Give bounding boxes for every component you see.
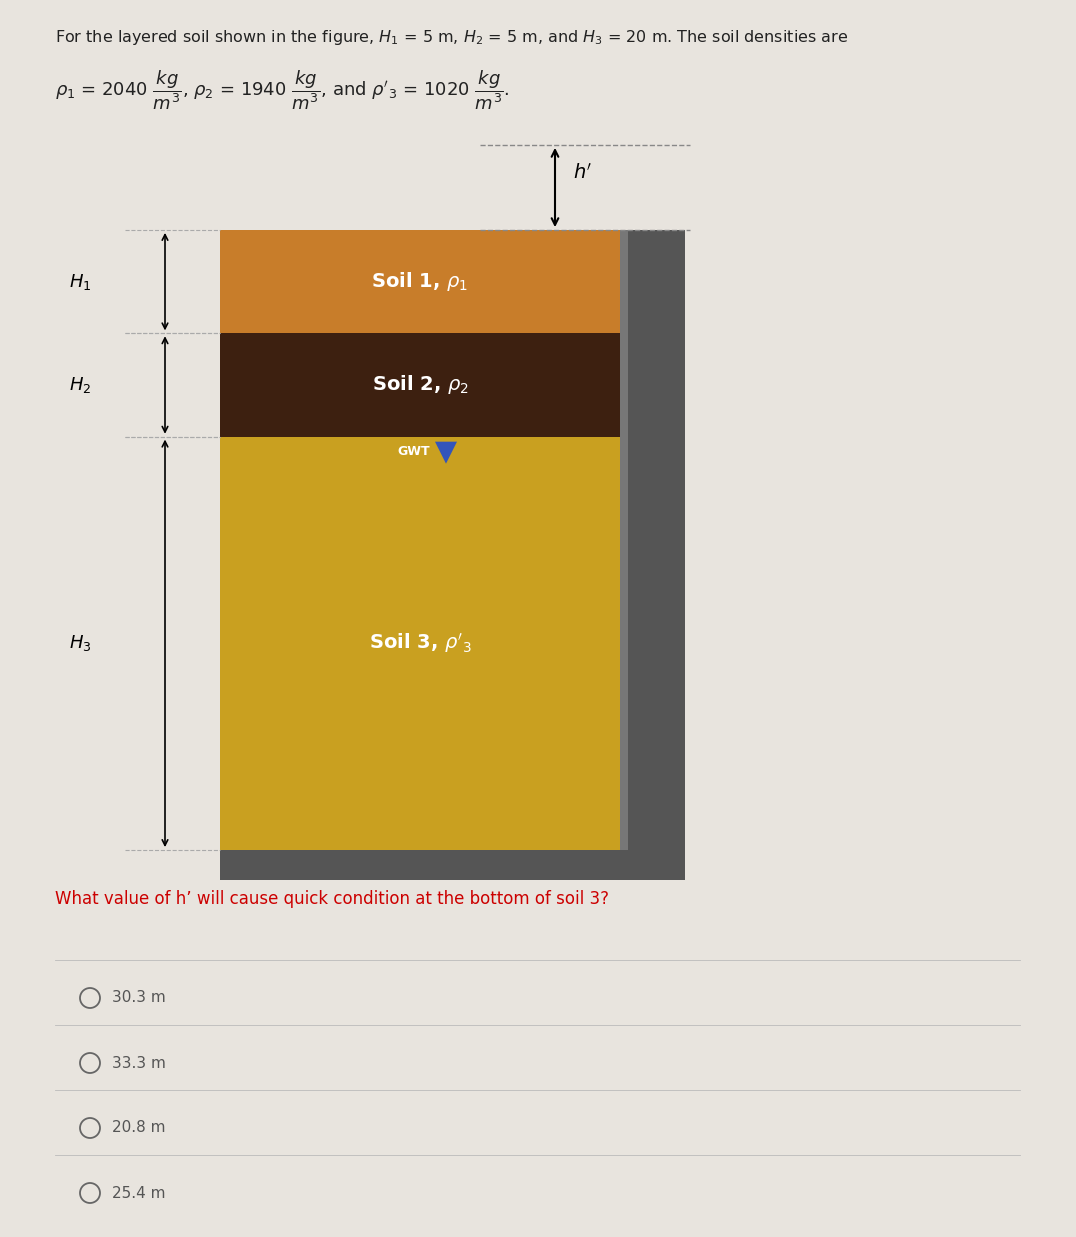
Text: 20.8 m: 20.8 m bbox=[112, 1121, 166, 1136]
Text: Soil 1, $\rho_1$: Soil 1, $\rho_1$ bbox=[371, 270, 468, 293]
Bar bbox=[220, 850, 685, 880]
Text: 30.3 m: 30.3 m bbox=[112, 991, 166, 1006]
Text: $H_2$: $H_2$ bbox=[69, 375, 91, 395]
Text: $H_1$: $H_1$ bbox=[69, 272, 91, 292]
Text: For the layered soil shown in the figure, $H_1$ = 5 m, $H_2$ = 5 m, and $H_3$ = : For the layered soil shown in the figure… bbox=[55, 28, 848, 47]
Text: $h'$: $h'$ bbox=[574, 162, 593, 183]
Text: $H_3$: $H_3$ bbox=[69, 633, 91, 653]
Text: GWT: GWT bbox=[397, 444, 430, 458]
Polygon shape bbox=[435, 442, 457, 464]
Bar bbox=[220, 437, 620, 850]
Text: Soil 2, $\rho_2$: Soil 2, $\rho_2$ bbox=[371, 374, 468, 397]
Text: 33.3 m: 33.3 m bbox=[112, 1055, 166, 1070]
Text: 25.4 m: 25.4 m bbox=[112, 1185, 166, 1200]
Bar bbox=[220, 333, 620, 437]
Text: $\rho_1$ = 2040 $\dfrac{kg}{m^3}$, $\rho_2$ = 1940 $\dfrac{kg}{m^3}$, and $\rho': $\rho_1$ = 2040 $\dfrac{kg}{m^3}$, $\rho… bbox=[55, 68, 510, 111]
Bar bbox=[620, 230, 628, 850]
Text: What value of h’ will cause quick condition at the bottom of soil 3?: What value of h’ will cause quick condit… bbox=[55, 889, 609, 908]
Bar bbox=[220, 230, 620, 333]
Text: Soil 3, $\rho'_3$: Soil 3, $\rho'_3$ bbox=[369, 631, 471, 656]
Bar bbox=[620, 230, 685, 880]
